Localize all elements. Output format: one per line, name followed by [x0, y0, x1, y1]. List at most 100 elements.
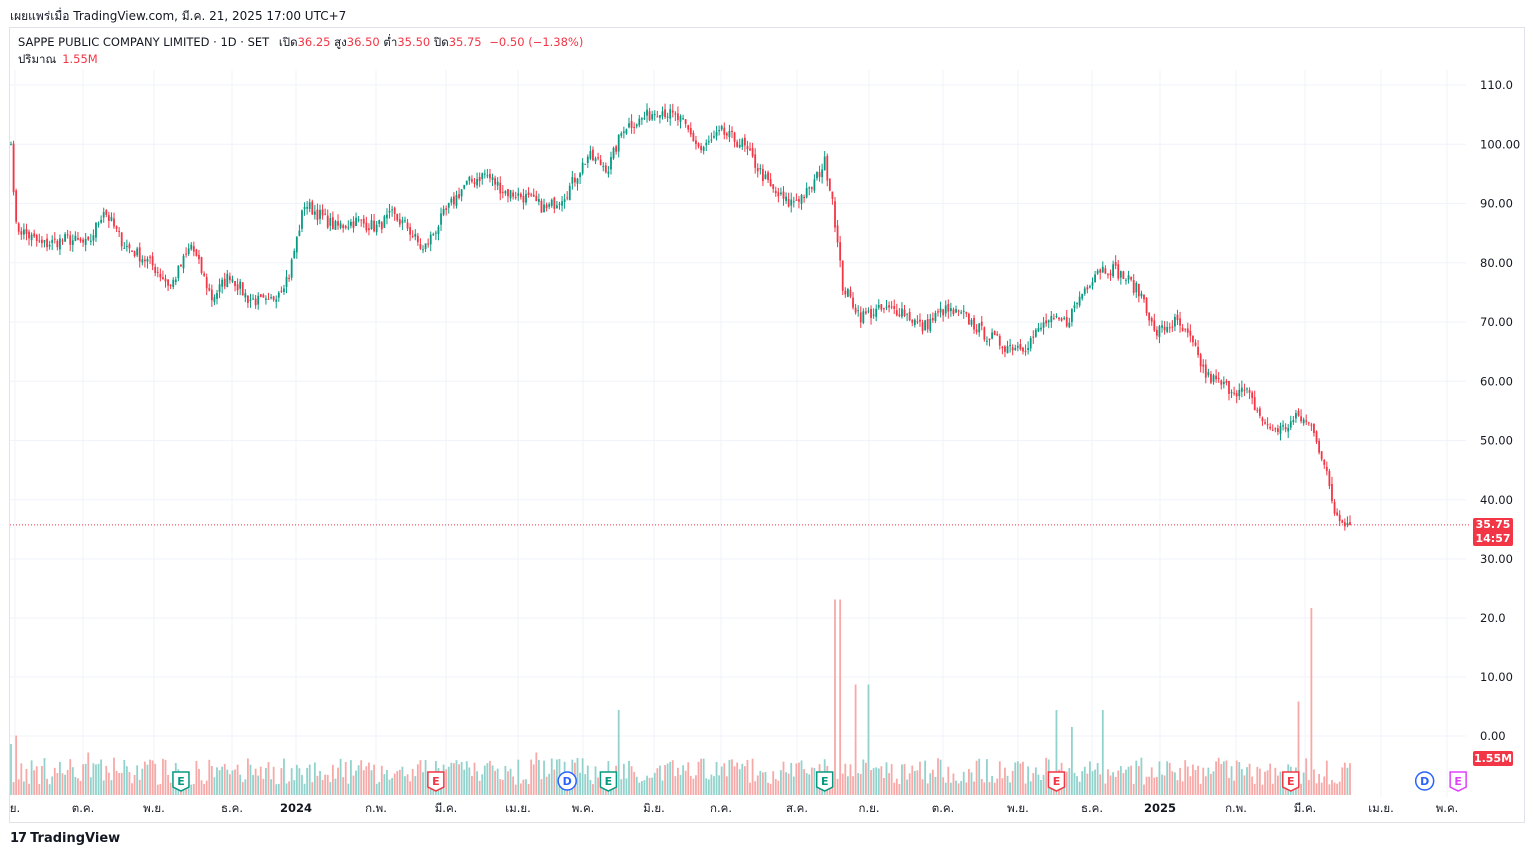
volume-bar: [1210, 773, 1212, 795]
volume-bar: [777, 780, 780, 795]
candle-body: [401, 220, 404, 224]
volume-bar: [151, 760, 154, 795]
candle-body: [1065, 316, 1068, 327]
candle-body: [277, 292, 280, 298]
volume-bar: [1199, 783, 1202, 795]
candle-body: [154, 267, 157, 274]
candle-body: [249, 299, 252, 302]
dividend-marker-icon: D: [557, 771, 577, 791]
volume-bar: [1315, 783, 1318, 795]
volume-bar: [1320, 782, 1323, 795]
volume-bar: [890, 764, 893, 795]
volume-bar: [110, 780, 113, 795]
time-tick-label: มิ.ย.: [643, 801, 665, 815]
candle-body: [514, 196, 517, 199]
candle-body: [1320, 451, 1323, 460]
candle-body: [393, 207, 396, 214]
volume-bar: [360, 760, 363, 795]
candle-body: [28, 231, 30, 239]
volume-bar: [929, 773, 932, 795]
volume-bar: [1328, 784, 1331, 795]
volume-bar: [978, 758, 981, 795]
volume-bar: [53, 767, 56, 795]
volume-bar: [362, 770, 365, 795]
candle-body: [1176, 314, 1179, 321]
volume-bar: [337, 767, 339, 795]
volume-bar: [270, 779, 272, 795]
volume-bar: [780, 770, 782, 795]
volume-bar: [1027, 766, 1030, 795]
candle-body: [563, 199, 566, 203]
candle-body: [1313, 423, 1315, 434]
candle-body: [653, 114, 656, 116]
volume-bar: [1233, 780, 1236, 795]
candle-body: [561, 201, 563, 206]
volume-bar: [1078, 781, 1081, 795]
volume-bar: [540, 779, 543, 795]
candle-body: [378, 220, 381, 224]
candle-body: [280, 290, 283, 292]
candle-body: [1153, 320, 1156, 331]
volume-bar: [836, 778, 839, 795]
volume-bar: [666, 763, 669, 795]
candle-body: [352, 221, 355, 228]
time-tick-label: ส.ค.: [786, 801, 808, 815]
volume-bar: [1112, 772, 1114, 795]
price-tick-label: 90.00: [1480, 197, 1513, 211]
volume-bar: [465, 761, 468, 795]
candle-body: [141, 259, 144, 263]
candle-body: [254, 298, 257, 306]
volume-bar: [1253, 783, 1256, 795]
volume-bar: [476, 771, 478, 795]
volume-bar: [1101, 710, 1104, 795]
volume-bar: [1284, 784, 1287, 795]
volume-bar: [1004, 767, 1006, 795]
volume-bar: [1034, 767, 1037, 795]
candle-body: [491, 177, 494, 180]
candle-body: [339, 223, 342, 228]
volume-bar: [339, 758, 342, 795]
candle-body: [924, 320, 927, 331]
event-marker-label: E: [177, 775, 185, 788]
volume-bar: [903, 763, 906, 795]
candle-body: [1192, 335, 1194, 343]
candle-body: [674, 113, 677, 115]
candle-body: [656, 116, 659, 118]
time-tick-label: ต.ค.: [72, 801, 94, 815]
candle-body: [805, 187, 808, 198]
candle-body: [107, 215, 110, 221]
candle-body: [355, 217, 357, 227]
volume-bar: [913, 770, 916, 795]
volume-bar: [277, 783, 280, 795]
volume-bar: [527, 784, 530, 795]
volume-bar: [808, 774, 811, 795]
candle-body: [386, 214, 388, 219]
candle-body: [1006, 346, 1009, 354]
volume-bar: [1166, 761, 1169, 795]
candle-body: [934, 313, 937, 322]
volume-bar: [424, 760, 427, 795]
candle-body: [1155, 329, 1158, 336]
volume-bar: [1011, 770, 1014, 795]
candle-body: [303, 206, 306, 210]
volume-bar: [1186, 766, 1189, 795]
candle-body: [1300, 416, 1302, 422]
candle-body: [190, 244, 193, 250]
candle-body: [898, 314, 901, 317]
volume-bar: [960, 780, 963, 795]
candle-body: [1222, 381, 1225, 385]
volume-bar: [762, 772, 764, 795]
candle-body: [481, 173, 484, 179]
candle-body: [1302, 419, 1305, 424]
candle-body: [489, 173, 491, 179]
candle-body: [1189, 330, 1192, 336]
volume-bar: [731, 759, 733, 795]
volume-bar: [398, 769, 401, 795]
volume-bar: [1127, 766, 1130, 795]
candle-body: [792, 201, 795, 203]
volume-bar: [82, 764, 84, 795]
candle-body: [705, 142, 708, 146]
footer-brand[interactable]: 17 TradingView: [10, 831, 120, 846]
candle-body: [604, 165, 607, 173]
